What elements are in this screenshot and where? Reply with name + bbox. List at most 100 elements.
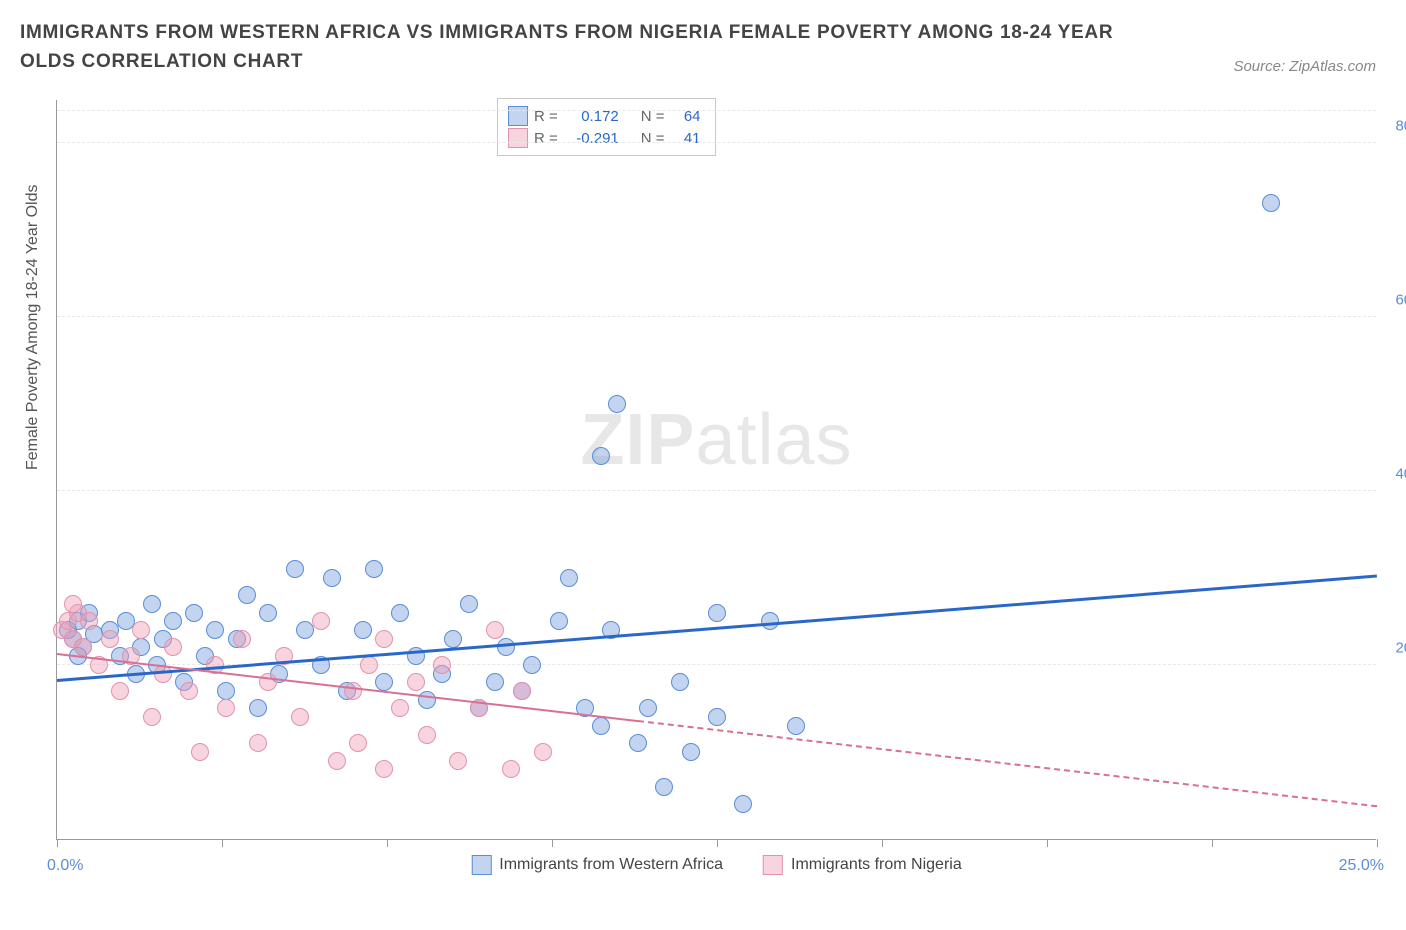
data-point — [164, 612, 182, 630]
data-point — [391, 699, 409, 717]
data-point — [513, 682, 531, 700]
chart-title: IMMIGRANTS FROM WESTERN AFRICA VS IMMIGR… — [20, 18, 1120, 77]
data-point — [206, 621, 224, 639]
data-point — [349, 734, 367, 752]
data-point — [1262, 194, 1280, 212]
legend-swatch — [763, 855, 783, 875]
data-point — [164, 638, 182, 656]
data-point — [523, 656, 541, 674]
y-tick-label: 20.0% — [1395, 639, 1406, 656]
data-point — [639, 699, 657, 717]
data-point — [191, 743, 209, 761]
data-point — [655, 778, 673, 796]
data-point — [249, 699, 267, 717]
legend-series-name: Immigrants from Western Africa — [499, 856, 723, 874]
data-point — [143, 595, 161, 613]
data-point — [375, 673, 393, 691]
data-point — [291, 708, 309, 726]
data-point — [259, 604, 277, 622]
gridline — [57, 490, 1376, 491]
data-point — [180, 682, 198, 700]
legend-item: Immigrants from Nigeria — [763, 855, 962, 875]
data-point — [111, 682, 129, 700]
x-axis-max-label: 25.0% — [1339, 857, 1384, 875]
data-point — [101, 630, 119, 648]
data-point — [80, 612, 98, 630]
data-point — [734, 795, 752, 813]
data-point — [286, 560, 304, 578]
gridline — [57, 110, 1376, 111]
data-point — [375, 630, 393, 648]
data-point — [486, 673, 504, 691]
data-point — [185, 604, 203, 622]
data-point — [629, 734, 647, 752]
x-tick — [882, 839, 883, 847]
data-point — [534, 743, 552, 761]
data-point — [217, 682, 235, 700]
data-point — [486, 621, 504, 639]
y-axis-label: Female Poverty Among 18-24 Year Olds — [24, 185, 42, 471]
stats-legend-row: R = -0.291 N = 41 — [508, 127, 701, 149]
data-point — [550, 612, 568, 630]
data-point — [217, 699, 235, 717]
x-tick — [552, 839, 553, 847]
data-point — [132, 621, 150, 639]
data-point — [64, 595, 82, 613]
data-point — [233, 630, 251, 648]
legend-r-label: R = — [534, 130, 558, 147]
data-point — [449, 752, 467, 770]
legend-n-value: 41 — [671, 130, 701, 147]
x-tick — [1212, 839, 1213, 847]
data-point — [708, 604, 726, 622]
data-point — [391, 604, 409, 622]
data-point — [238, 586, 256, 604]
data-point — [671, 673, 689, 691]
x-tick — [222, 839, 223, 847]
data-point — [708, 708, 726, 726]
data-point — [560, 569, 578, 587]
stats-legend: R =0.172N =64 R = -0.291 N = 41 — [497, 98, 716, 156]
legend-swatch — [508, 106, 528, 126]
source-label: Source: ZipAtlas.com — [1233, 58, 1376, 75]
data-point — [460, 595, 478, 613]
data-point — [787, 717, 805, 735]
data-point — [323, 569, 341, 587]
data-point — [312, 612, 330, 630]
legend-n-label: N = — [641, 130, 665, 147]
x-tick — [1047, 839, 1048, 847]
x-tick — [57, 839, 58, 847]
data-point — [592, 447, 610, 465]
data-point — [328, 752, 346, 770]
legend-swatch — [471, 855, 491, 875]
data-point — [502, 760, 520, 778]
legend-item: Immigrants from Western Africa — [471, 855, 723, 875]
data-point — [418, 691, 436, 709]
scatter-plot: ZIPatlas R =0.172N =64R =-0.291N =41 Imm… — [56, 100, 1376, 840]
data-point — [344, 682, 362, 700]
legend-r-value: -0.291 — [564, 130, 619, 147]
data-point — [682, 743, 700, 761]
x-axis-min-label: 0.0% — [47, 857, 83, 875]
y-tick-label: 40.0% — [1395, 465, 1406, 482]
y-tick-label: 80.0% — [1395, 117, 1406, 134]
legend-series-name: Immigrants from Nigeria — [791, 856, 962, 874]
data-point — [360, 656, 378, 674]
data-point — [608, 395, 626, 413]
data-point — [375, 760, 393, 778]
series-legend: Immigrants from Western Africa Immigrants… — [471, 855, 961, 875]
data-point — [497, 638, 515, 656]
gridline — [57, 316, 1376, 317]
data-point — [143, 708, 161, 726]
trend-line — [638, 720, 1377, 807]
data-point — [249, 734, 267, 752]
data-point — [592, 717, 610, 735]
x-tick — [387, 839, 388, 847]
x-tick — [1377, 839, 1378, 847]
gridline — [57, 142, 1376, 143]
stats-legend-row: R =0.172N =64 — [508, 105, 701, 127]
data-point — [407, 673, 425, 691]
data-point — [354, 621, 372, 639]
y-tick-label: 60.0% — [1395, 291, 1406, 308]
data-point — [365, 560, 383, 578]
x-tick — [717, 839, 718, 847]
